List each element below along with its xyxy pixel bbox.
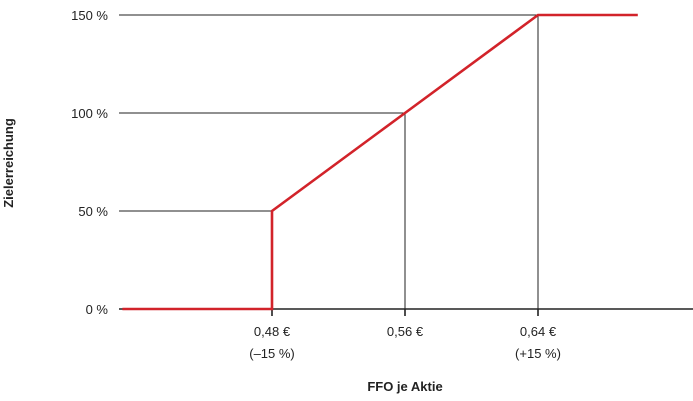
x-tick-label: 0,48 €	[254, 324, 291, 339]
y-tick-label: 150 %	[71, 8, 108, 23]
x-tick-label: 0,64 €	[520, 324, 557, 339]
y-axis-ticks: 0 % 50 % 100 % 150 %	[71, 8, 108, 317]
x-axis-title: FFO je Aktie	[367, 379, 442, 394]
x-tick-label: 0,56 €	[387, 324, 424, 339]
x-tick-sublabel: (+15 %)	[515, 346, 561, 361]
y-tick-label: 0 %	[86, 302, 109, 317]
x-tick-sublabel: (–15 %)	[249, 346, 295, 361]
y-axis-title: Zielerreichung	[1, 118, 16, 208]
reference-lines	[119, 14, 539, 309]
x-axis-ticks: 0,48 € (–15 %) 0,56 € 0,64 € (+15 %)	[249, 309, 561, 361]
y-tick-label: 50 %	[78, 204, 108, 219]
y-tick-label: 100 %	[71, 106, 108, 121]
series-line	[122, 13, 638, 311]
